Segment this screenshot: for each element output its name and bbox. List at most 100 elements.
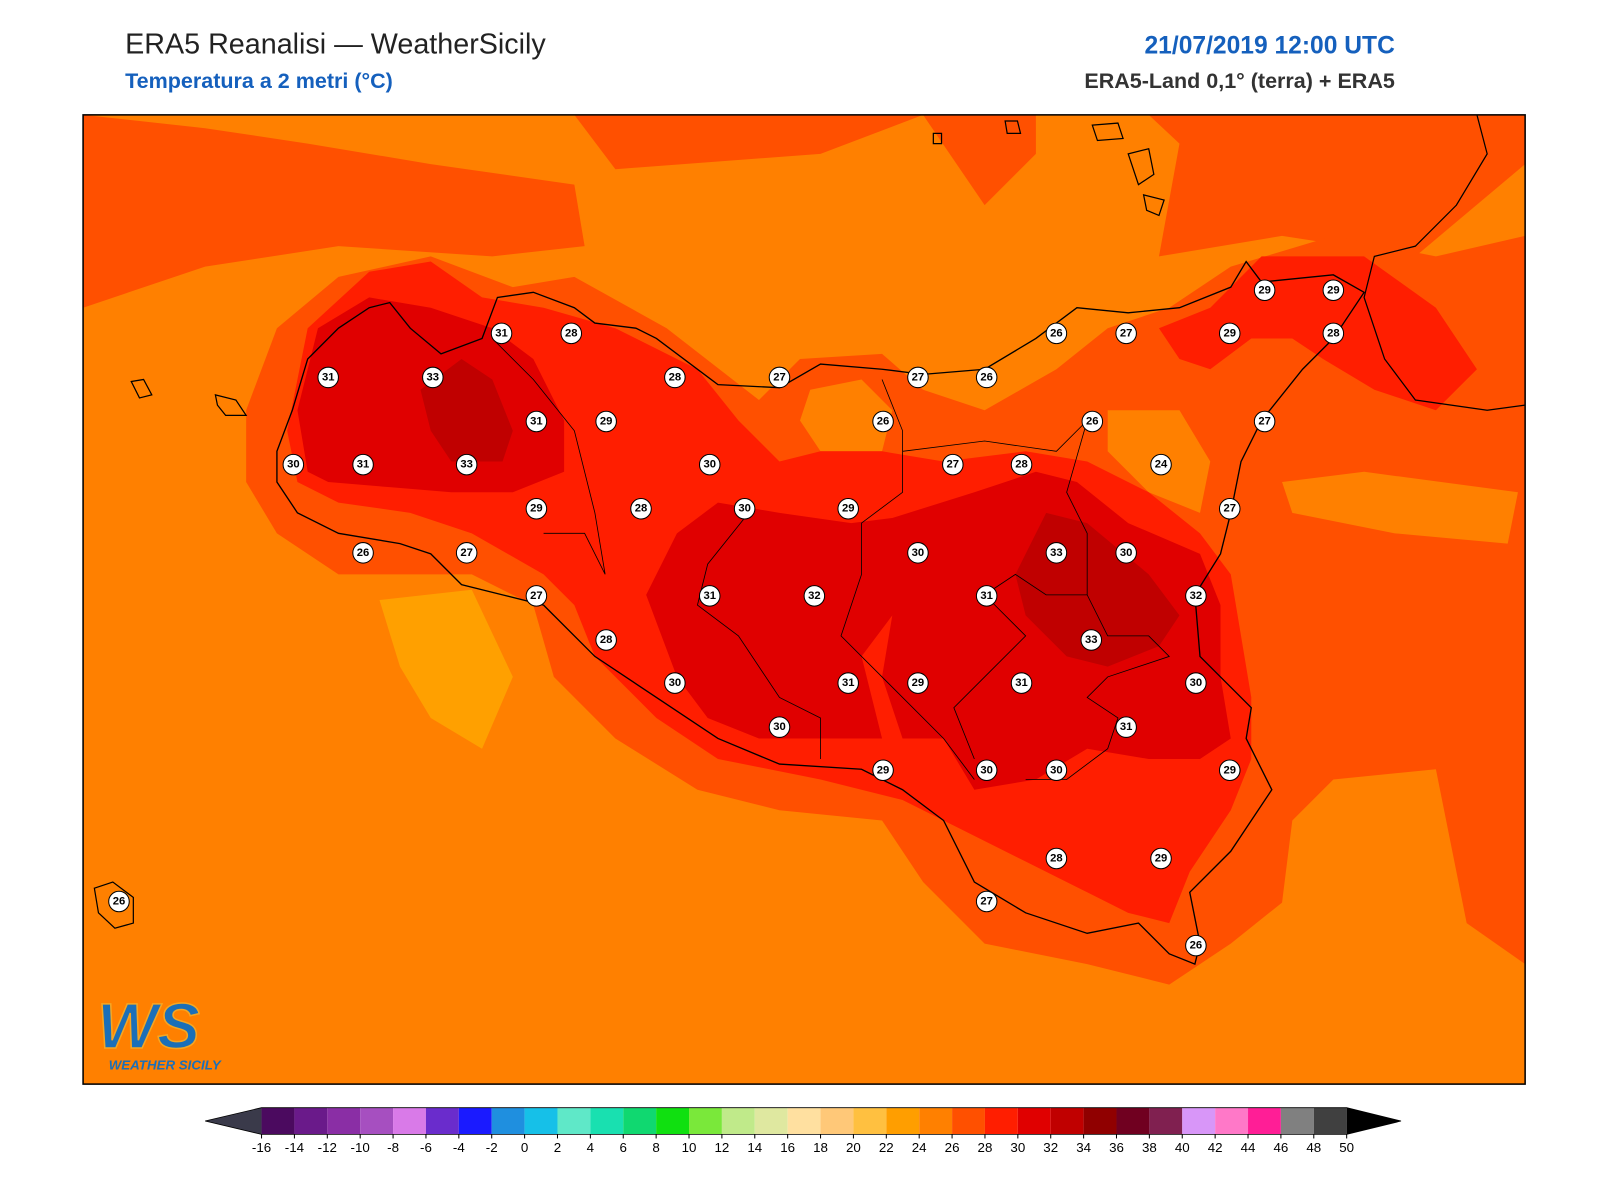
colorbar-tick-label: -8 (387, 1140, 399, 1155)
station: 33 (1045, 542, 1068, 564)
station: 32 (1185, 585, 1207, 607)
station-marker (595, 410, 617, 433)
station-value: 26 (980, 371, 993, 383)
station-value: 27 (530, 590, 543, 602)
station-marker (1045, 759, 1068, 782)
station: 31 (975, 585, 998, 607)
station-value: 28 (1050, 852, 1063, 864)
colorbar-bin (261, 1107, 295, 1135)
station: 31 (490, 322, 513, 345)
station-value: 28 (635, 503, 648, 515)
station-value: 26 (1086, 416, 1099, 428)
station-value: 31 (1120, 721, 1133, 733)
station-value: 31 (703, 590, 716, 602)
station-value: 31 (322, 371, 335, 383)
colorbar-tick-label: 22 (879, 1140, 894, 1155)
station-marker (698, 453, 721, 476)
station-value: 28 (669, 371, 682, 383)
colorbar-over (1346, 1107, 1402, 1135)
colorbar-tick-label: 36 (1109, 1140, 1124, 1155)
station-marker (1045, 847, 1068, 870)
colorbar-bin (294, 1107, 328, 1135)
station-marker (872, 759, 894, 782)
station-value: 29 (912, 677, 925, 689)
station-value: 27 (980, 896, 993, 908)
station: 27 (1253, 410, 1276, 433)
station-value: 30 (1120, 547, 1133, 559)
station-marker (907, 672, 929, 694)
station-marker (1218, 497, 1241, 520)
station-value: 27 (460, 547, 473, 559)
station: 33 (422, 366, 444, 389)
colorbar-tick-label: 6 (620, 1140, 627, 1155)
station-marker (1185, 672, 1207, 694)
station: 31 (1010, 672, 1033, 694)
station-marker (664, 366, 686, 389)
station: 29 (872, 759, 894, 782)
station-value: 28 (600, 634, 613, 646)
colorbar-tick-label: 42 (1208, 1140, 1223, 1155)
colorbar-bin (590, 1107, 624, 1135)
station-value: 27 (1223, 503, 1236, 515)
station-marker (1045, 542, 1068, 564)
station: 30 (282, 453, 305, 476)
contour (420, 358, 1180, 667)
station-marker (733, 497, 756, 520)
colorbar-tick-label: -6 (420, 1140, 432, 1155)
station-value: 31 (1015, 677, 1028, 689)
colorbar-tick-label: 44 (1241, 1140, 1256, 1155)
station-value: 29 (877, 764, 890, 776)
station-marker (872, 410, 894, 433)
colorbar-bin (853, 1107, 887, 1135)
colorbar-tick-label: 24 (912, 1140, 927, 1155)
station: 27 (975, 890, 998, 913)
colorbar-bin (1182, 1107, 1216, 1135)
station-marker (108, 890, 130, 913)
colorbar-bin (393, 1107, 426, 1135)
colorbar-tick-label: 14 (747, 1140, 762, 1155)
station-value: 29 (1258, 284, 1271, 296)
colorbar-tick-label: 2 (554, 1140, 561, 1155)
station-value: 26 (877, 416, 890, 428)
station-marker (1218, 322, 1241, 345)
colorbar-bin (1215, 1107, 1249, 1135)
station-marker (1253, 279, 1276, 302)
title: ERA5 Reanalisi — WeatherSicily (125, 28, 546, 60)
station: 26 (1045, 322, 1068, 345)
station-marker (1322, 279, 1345, 302)
station: 24 (1150, 453, 1172, 476)
colorbar: -16 -14 -12 -10 -8 -6 -4 -2 0 2 4 6 8 10 12 14 16 18 20 22 2… (205, 1107, 1402, 1155)
map: 29 29 31 28 26 27 29 28 31 33 28 27 27 26 31 29 26 26 27 30… (83, 114, 1526, 1085)
station-marker (1045, 322, 1068, 345)
station-marker (698, 585, 721, 607)
station-marker (1115, 716, 1137, 738)
station: 30 (733, 497, 756, 520)
station: 31 (837, 672, 859, 694)
station: 27 (1115, 322, 1137, 345)
colorbar-tick-label: 20 (846, 1140, 861, 1155)
colorbar-tick-label: 4 (587, 1140, 595, 1155)
station: 28 (595, 629, 617, 651)
colorbar-tick-label: -2 (486, 1140, 498, 1155)
island (93, 120, 1165, 929)
station-marker (352, 542, 374, 564)
colorbar-bin (1050, 1107, 1084, 1135)
station-marker (1218, 759, 1241, 782)
station-value: 30 (287, 459, 300, 471)
station-value: 33 (1050, 547, 1063, 559)
station: 29 (1322, 279, 1345, 302)
station: 30 (664, 672, 686, 694)
station-value: 30 (773, 721, 786, 733)
station-value: 33 (460, 459, 473, 471)
station: 31 (1115, 716, 1137, 738)
station: 26 (872, 410, 894, 433)
station-value: 32 (1190, 590, 1203, 602)
logo-name: WEATHER SICILY (109, 1058, 222, 1073)
source: ERA5-Land 0,1° (terra) + ERA5 (1084, 69, 1395, 93)
colorbar-tick-label: -4 (453, 1140, 465, 1155)
station: 30 (1185, 672, 1207, 694)
map-frame (82, 114, 1526, 1085)
colorbar-tick-label: 10 (682, 1140, 697, 1155)
station-value: 31 (980, 590, 993, 602)
